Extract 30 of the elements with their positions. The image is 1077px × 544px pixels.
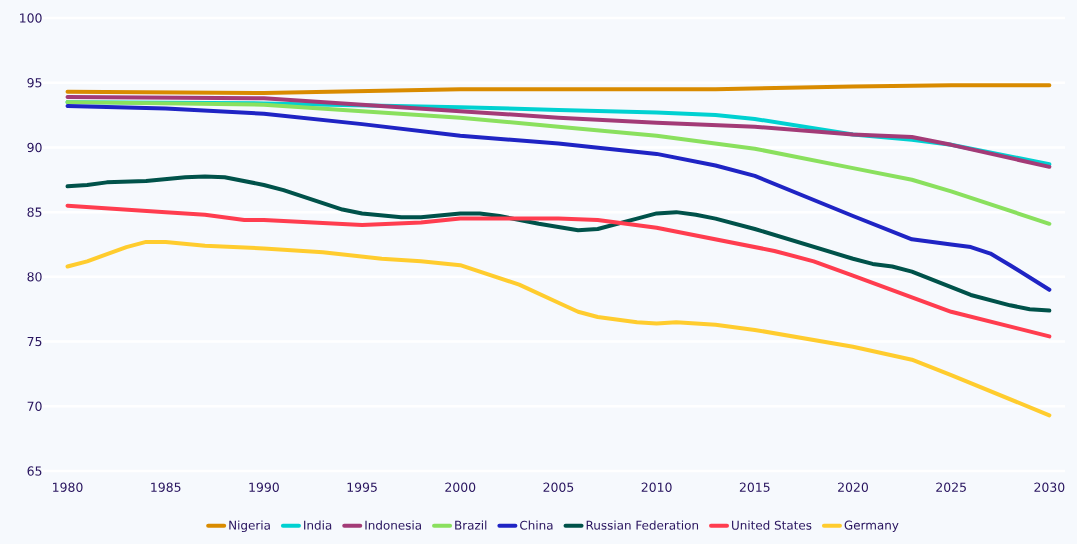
line-series [65,100,1052,226]
x-tick-label: 2005 [543,482,574,492]
legend-label: Brazil [455,520,487,530]
legend-label: United States [732,520,812,530]
legend-label: India [304,520,332,530]
legend-label: Germany [844,520,899,532]
line-series [65,104,1052,292]
legend-label: Russian Federation [586,520,699,530]
x-tick-label: 2020 [838,482,868,492]
x-tick-label: 1990 [249,482,279,492]
x-tick-label: 1985 [151,482,181,492]
x-tick-label: 1995 [347,482,377,492]
legend-label: China [520,520,553,530]
y-tick-label: 70 [27,401,42,411]
x-tick-label: 2025 [936,482,966,492]
x-tick-label: 2000 [445,482,476,492]
y-tick-label: 95 [27,77,42,88]
legend-label: Indonesia [365,520,421,530]
y-tick-label: 75 [27,336,42,347]
y-tick-label: 100 [20,13,42,23]
y-tick-label: 80 [27,272,42,282]
y-tick-label: 85 [27,207,42,217]
y-tick-label: 90 [27,142,42,153]
x-tick-label: 2030 [1034,482,1065,492]
x-tick-label: 2015 [739,482,770,492]
legend-label: Nigeria [229,520,270,533]
x-tick-label: 2010 [641,482,672,492]
line-series [65,239,1052,418]
y-tick-label: 65 [27,466,42,476]
x-tick-label: 1980 [53,482,83,492]
